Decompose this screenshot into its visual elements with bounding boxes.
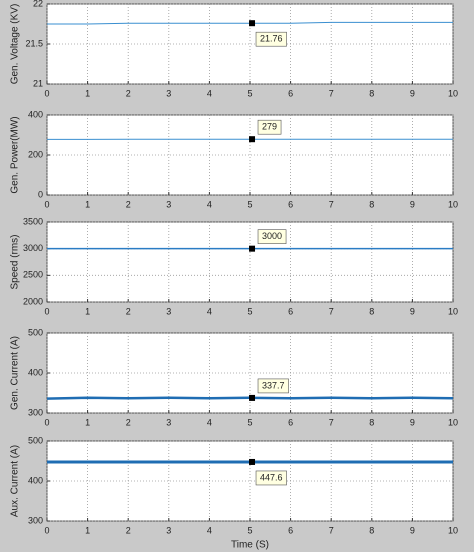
datatip-label: 21.76 [260, 34, 283, 44]
x-tick-label: 1 [85, 199, 90, 209]
x-axis-label: Time (S) [231, 540, 269, 551]
x-tick-label: 10 [448, 88, 458, 98]
x-tick-label: 10 [448, 199, 458, 209]
y-tick-label: 400 [28, 475, 43, 485]
y-tick-label: 500 [28, 327, 43, 337]
x-tick-label: 6 [288, 199, 293, 209]
y-tick-label: 300 [28, 515, 43, 525]
x-tick-label: 5 [247, 88, 252, 98]
y-tick-label: 21.5 [25, 38, 43, 48]
y-axis-label: Gen. Power(MW) [10, 116, 21, 193]
x-tick-label: 0 [44, 417, 49, 427]
y-tick-label: 200 [28, 149, 43, 159]
x-tick-label: 5 [247, 417, 252, 427]
y-tick-label: 2500 [23, 270, 43, 280]
x-tick-label: 0 [44, 306, 49, 316]
x-tick-label: 3 [166, 199, 171, 209]
y-tick-label: 3500 [23, 216, 43, 226]
datatip: 337.7 [257, 378, 289, 394]
x-tick-label: 3 [166, 306, 171, 316]
datatip: 21.76 [255, 31, 287, 47]
datatip-box [257, 119, 282, 135]
y-tick-label: 2000 [23, 296, 43, 306]
x-tick-label: 8 [369, 88, 374, 98]
y-tick-label: 400 [28, 367, 43, 377]
x-tick-label: 7 [329, 199, 334, 209]
x-tick-label: 7 [329, 417, 334, 427]
x-tick-label: 1 [85, 417, 90, 427]
y-tick-label: 0 [38, 189, 43, 199]
datatip-label: 447.6 [260, 472, 283, 482]
x-tick-label: 5 [247, 199, 252, 209]
x-tick-label: 10 [448, 306, 458, 316]
x-tick-label: 8 [369, 306, 374, 316]
datatip: 447.6 [255, 470, 287, 486]
x-tick-label: 2 [126, 525, 131, 535]
x-tick-label: 10 [448, 525, 458, 535]
x-tick-label: 7 [329, 88, 334, 98]
datatip: 3000 [257, 229, 287, 244]
x-tick-label: 0 [44, 525, 49, 535]
x-tick-label: 5 [247, 306, 252, 316]
x-tick-label: 4 [207, 306, 212, 316]
x-tick-label: 9 [410, 525, 415, 535]
x-tick-label: 6 [288, 417, 293, 427]
x-tick-label: 4 [207, 199, 212, 209]
x-tick-label: 3 [166, 525, 171, 535]
datatip-marker [249, 458, 256, 465]
y-tick-label: 500 [28, 435, 43, 445]
x-tick-label: 1 [85, 525, 90, 535]
y-axis-label: Gen. Current (A) [10, 336, 21, 410]
x-tick-label: 1 [85, 306, 90, 316]
x-tick-label: 2 [126, 88, 131, 98]
datatip-marker [249, 136, 256, 143]
x-tick-label: 3 [166, 88, 171, 98]
x-tick-label: 7 [329, 525, 334, 535]
datatip-marker [249, 245, 256, 252]
datatip-marker [249, 20, 256, 27]
datatip-box [255, 31, 287, 47]
x-tick-label: 8 [369, 525, 374, 535]
datatip-box [255, 470, 287, 486]
x-tick-label: 5 [247, 525, 252, 535]
x-tick-label: 9 [410, 306, 415, 316]
datatip-label: 337.7 [262, 380, 285, 390]
datatip-label: 3000 [262, 231, 282, 241]
y-tick-label: 22 [33, 0, 43, 8]
x-tick-label: 0 [44, 88, 49, 98]
x-tick-label: 8 [369, 199, 374, 209]
x-tick-label: 9 [410, 199, 415, 209]
x-tick-label: 1 [85, 88, 90, 98]
y-tick-label: 3000 [23, 243, 43, 253]
x-tick-label: 2 [126, 306, 131, 316]
x-tick-label: 7 [329, 306, 334, 316]
x-tick-label: 4 [207, 417, 212, 427]
datatip-marker [249, 394, 256, 401]
x-tick-label: 0 [44, 199, 49, 209]
datatip-label: 279 [262, 122, 277, 132]
y-axis-label: Aux. Current (A) [10, 445, 21, 517]
x-tick-label: 4 [207, 525, 212, 535]
x-tick-label: 9 [410, 88, 415, 98]
y-axis-label: Speed (rms) [10, 234, 21, 289]
x-tick-label: 3 [166, 417, 171, 427]
x-tick-label: 2 [126, 417, 131, 427]
x-tick-label: 6 [288, 88, 293, 98]
datatip: 279 [257, 119, 282, 135]
x-tick-label: 9 [410, 417, 415, 427]
x-tick-label: 8 [369, 417, 374, 427]
x-tick-label: 6 [288, 306, 293, 316]
y-axis-label: Gen. Voltage (KV) [10, 4, 21, 85]
datatip-box [257, 378, 289, 394]
y-tick-label: 21 [33, 78, 43, 88]
x-tick-label: 6 [288, 525, 293, 535]
x-tick-label: 4 [207, 88, 212, 98]
y-tick-label: 300 [28, 407, 43, 417]
x-tick-label: 2 [126, 199, 131, 209]
y-tick-label: 400 [28, 109, 43, 119]
datatip-box [257, 229, 287, 244]
x-tick-label: 10 [448, 417, 458, 427]
